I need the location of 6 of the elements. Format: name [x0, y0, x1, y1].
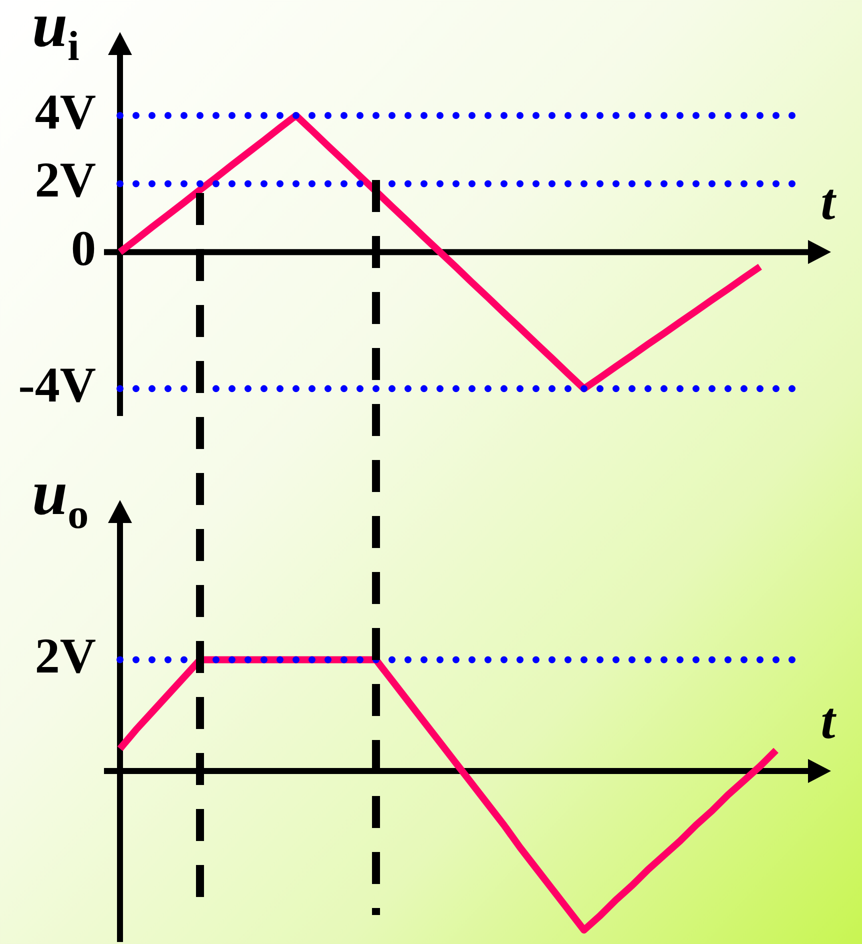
y-tick-label: 4V [34, 83, 96, 140]
x-axis-title: t [820, 693, 837, 750]
x-axis-title: t [820, 174, 837, 232]
y-tick-label: 0 [71, 220, 96, 276]
y-tick-label: 2V [34, 152, 96, 208]
y-tick-label: -4V [18, 356, 96, 413]
